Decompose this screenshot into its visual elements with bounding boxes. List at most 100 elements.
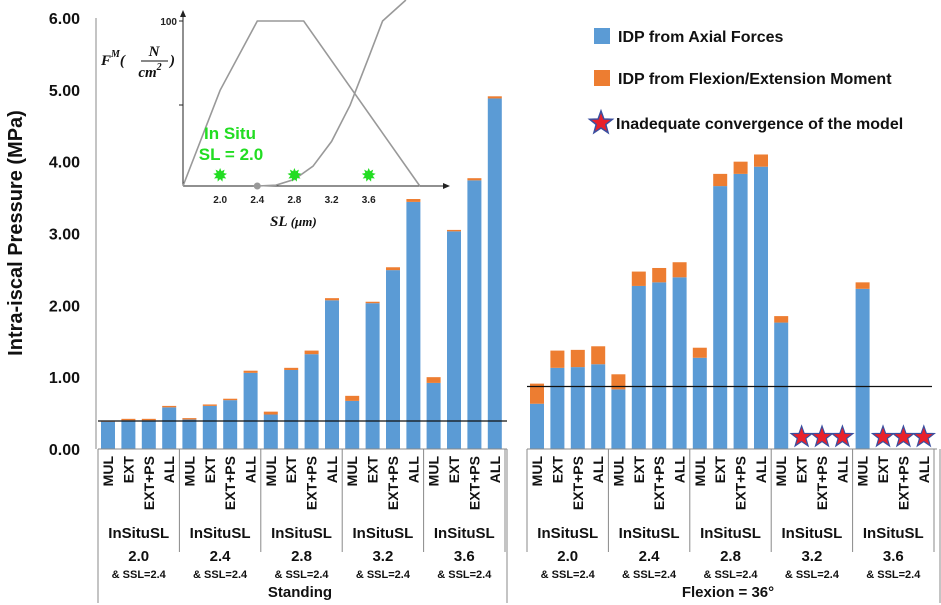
convergence-star (830, 424, 855, 448)
bar-axial (611, 389, 626, 449)
bar-axial (652, 282, 667, 449)
category-label: MUL (773, 456, 789, 487)
category-label: EXT+PS (141, 456, 157, 510)
y-tick-label: 6.00 (49, 11, 80, 28)
inset-active-curve (182, 20, 421, 187)
category-label: MUL (100, 456, 116, 487)
group-label-value: 3.2 (801, 548, 822, 565)
bar-axial (345, 400, 360, 449)
bar-axial (182, 419, 197, 449)
bar-axial (406, 201, 421, 449)
bar-flexion (365, 301, 380, 304)
bar-flexion (713, 173, 728, 187)
inset-sl-star (361, 168, 376, 182)
group-label: InSituSL (190, 525, 251, 542)
group-label: InSituSL (271, 525, 332, 542)
legend-label: IDP from Axial Forces (618, 29, 783, 46)
category-label: ALL (834, 456, 850, 484)
bar-axial (733, 173, 748, 449)
bar-axial (223, 400, 238, 449)
group-label-value: 3.2 (372, 548, 393, 565)
bar-axial (101, 421, 115, 449)
group-label: InSituSL (434, 525, 495, 542)
category-label: EXT+PS (814, 456, 830, 510)
inset-y-label-num: N (148, 44, 161, 60)
inset-x-tick-label: 2.0 (213, 195, 227, 206)
condition-1 (527, 154, 936, 449)
bar-axial (692, 357, 707, 449)
y-tick-label: 5.00 (49, 83, 80, 100)
group-label: InSituSL (863, 525, 924, 542)
bar-flexion (263, 411, 278, 415)
bar-axial (162, 407, 177, 449)
bar-flexion (631, 271, 646, 286)
category-label: ALL (161, 456, 177, 484)
bar-flexion (530, 383, 544, 404)
category-label: EXT (120, 456, 136, 484)
condition-0 (98, 96, 507, 450)
bar-axial (631, 285, 646, 449)
inset-x-arrow (443, 183, 450, 189)
inset-x-tick-label: 2.8 (287, 195, 301, 206)
condition-label: Flexion = 36° (682, 584, 774, 601)
legend: IDP from Axial Forces IDP from Flexion/Ex… (587, 28, 903, 135)
bar-flexion (672, 262, 687, 278)
y-tick-label: 4.00 (49, 155, 80, 172)
bar-flexion (611, 374, 626, 390)
group-sublabel: & SSL=2.4 (866, 569, 921, 581)
bar-axial (243, 372, 258, 449)
bar-flexion (345, 395, 360, 401)
bar-axial (365, 303, 380, 449)
inset-x-tick-label: 2.4 (250, 195, 264, 206)
bar-flexion (182, 418, 197, 420)
bar-axial (672, 277, 687, 449)
category-label: EXT (283, 456, 299, 484)
convergence-star (911, 424, 936, 448)
inset-annotation: In Situ (204, 124, 256, 143)
bar-axial (325, 300, 339, 449)
group-sublabel: & SSL=2.4 (703, 569, 758, 581)
inset-force-length-plot: 100 2.0 2.4 2.8 3.2 3.6 In Situ SL = 2.0 FM(Ncm2… (100, 0, 450, 230)
category-label: EXT (875, 456, 891, 484)
bar-flexion (467, 178, 482, 181)
group-label: InSituSL (781, 525, 842, 542)
category-label: EXT (549, 456, 565, 484)
category-label: EXT+PS (570, 456, 586, 510)
bar-flexion (692, 347, 707, 358)
inset-passive-curve (257, 0, 407, 187)
group-label: InSituSL (700, 525, 761, 542)
y-tick-label: 2.00 (49, 298, 80, 315)
bar-flexion (162, 405, 177, 408)
bar-axial (550, 367, 565, 449)
group-label-value: 2.8 (720, 548, 741, 565)
bar-axial (530, 403, 544, 449)
category-label: ALL (753, 456, 769, 484)
bar-flexion (754, 154, 768, 167)
group-sublabel: & SSL=2.4 (622, 569, 677, 581)
group-label: InSituSL (108, 525, 169, 542)
group-label-value: 2.4 (639, 548, 661, 565)
legend-star (587, 108, 615, 135)
bar-axial (426, 382, 441, 449)
bar-flexion (304, 350, 319, 355)
bar-flexion (591, 346, 606, 365)
inset-y-tick-label: 100 (160, 17, 177, 28)
bar-flexion (223, 398, 238, 401)
category-label: MUL (263, 456, 279, 487)
category-label: MUL (181, 456, 197, 487)
bar-axial (121, 420, 136, 449)
convergence-star (891, 424, 916, 448)
y-axis-title: Intra-iscal Pressure (MPa) (5, 110, 27, 356)
group-sublabel: & SSL=2.4 (112, 569, 167, 581)
category-label: EXT+PS (651, 456, 667, 510)
category-label: EXT+PS (466, 456, 482, 510)
bar-axial (447, 231, 461, 449)
category-label: MUL (692, 456, 708, 487)
bar-axial (386, 270, 400, 449)
bar-axial (774, 322, 789, 449)
bar-axial (263, 414, 278, 449)
inset-x-label: SL (μm) (270, 214, 317, 230)
category-label: ALL (243, 456, 259, 484)
y-tick-label: 0.00 (49, 442, 80, 459)
